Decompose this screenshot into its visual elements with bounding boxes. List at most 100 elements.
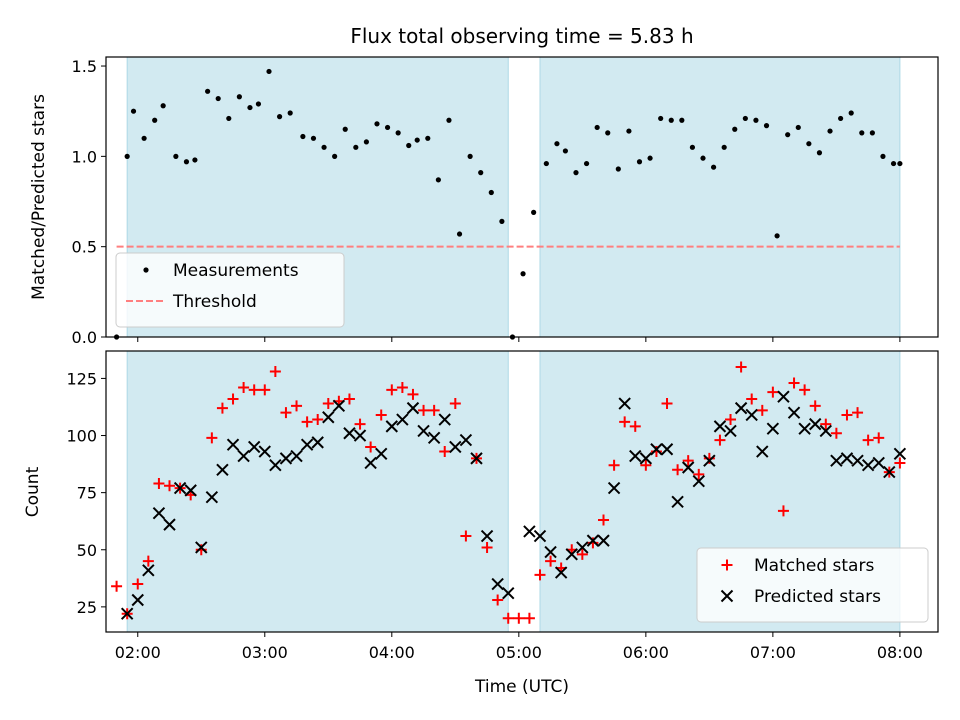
x-axis-label: Time (UTC) <box>474 677 569 697</box>
x-tick-label: 03:00 <box>242 643 288 662</box>
measurement-point <box>594 124 600 131</box>
predicted-star-point <box>216 463 229 477</box>
measurement-point <box>636 159 643 165</box>
measurement-point <box>226 115 232 122</box>
matched-star-point <box>396 382 408 394</box>
predicted-star-point <box>713 420 727 433</box>
predicted-star-point <box>777 390 790 403</box>
predicted-star-point <box>279 452 293 465</box>
legend-marker <box>720 589 734 603</box>
matched-star-point <box>343 393 355 405</box>
measurement-point <box>859 130 865 136</box>
predicted-star-point <box>226 438 240 451</box>
measurement-point <box>679 117 685 123</box>
predicted-star-point <box>692 475 705 488</box>
legend-item: Matched stars <box>721 556 874 576</box>
predicted-star-point <box>554 566 568 579</box>
predicted-star-point <box>184 484 197 497</box>
x-tick-label: 04:00 <box>369 643 415 662</box>
measurement-point <box>838 115 844 122</box>
measurement-point <box>384 124 391 131</box>
measurement-point <box>183 159 190 165</box>
predicted-star-point <box>480 529 494 543</box>
legend-marker <box>721 559 733 571</box>
measurement-point <box>531 209 537 215</box>
matched-star-point <box>142 555 154 567</box>
measurement-point <box>152 117 158 123</box>
measurement-point <box>192 157 198 163</box>
predicted-star-point <box>131 593 144 607</box>
matched-star-point <box>767 386 779 398</box>
legend-box <box>115 252 345 328</box>
predicted-star-point <box>861 459 875 472</box>
matched-star-point <box>365 441 377 453</box>
matched-star-point <box>619 416 631 428</box>
predicted-star-point <box>353 429 367 442</box>
predicted-star-point <box>798 422 811 435</box>
matched-star-point <box>894 457 906 469</box>
predicted-star-point <box>607 481 621 495</box>
measurement-point <box>562 148 568 154</box>
matched-star-point <box>788 377 800 389</box>
measurement-point <box>848 110 854 116</box>
predicted-star-point <box>311 436 324 449</box>
measurement-point <box>626 128 632 134</box>
legend-box <box>696 547 929 623</box>
predicted-star-point <box>597 534 610 547</box>
measurement-point <box>816 150 823 156</box>
observing-interval-shade <box>539 56 901 338</box>
predicted-star-point <box>565 548 578 561</box>
predicted-star-point <box>629 449 642 463</box>
y-tick-label: 125 <box>66 369 97 388</box>
top-y-axis-label: Matched/Predicted stars <box>29 94 49 300</box>
predicted-star-point <box>417 424 430 438</box>
measurement-point <box>435 177 441 183</box>
x-tick-label: 05:00 <box>496 643 542 662</box>
measurement-point <box>721 144 727 150</box>
predicted-star-point <box>893 447 907 461</box>
matched-star-point <box>354 418 366 430</box>
measurement-point <box>732 126 738 132</box>
predicted-star-point <box>660 443 674 456</box>
predicted-star-point <box>523 525 536 538</box>
matched-star-point <box>661 398 673 410</box>
legend: Measurements Threshold <box>115 252 345 328</box>
predicted-star-point <box>851 454 864 467</box>
measurement-point <box>742 115 748 122</box>
measurement-point <box>321 144 327 150</box>
predicted-star-point <box>120 607 134 620</box>
matched-star-point <box>111 580 123 592</box>
matched-star-point <box>672 464 684 476</box>
measurement-point <box>658 115 664 122</box>
measurement-point <box>753 117 759 123</box>
predicted-star-point <box>650 443 663 456</box>
measurement-point <box>890 160 897 167</box>
matched-star-point <box>534 569 546 581</box>
chart-title: Flux total observing time = 5.83 h <box>350 24 693 48</box>
y-tick-label: 0.0 <box>72 328 97 347</box>
predicted-star-point <box>375 447 388 461</box>
measurement-point <box>499 218 505 224</box>
matched-star-point <box>460 530 472 542</box>
predicted-star-point <box>544 545 557 559</box>
predicted-star-point <box>205 491 219 504</box>
legend-label: Measurements <box>173 261 299 281</box>
measurement-point <box>255 101 262 107</box>
predicted-star-point <box>872 456 885 470</box>
legend: Matched stars Predicted stars <box>696 547 929 623</box>
predicted-star-point <box>809 417 822 431</box>
y-tick-label: 1.0 <box>72 147 97 166</box>
predicted-star-point <box>300 438 314 451</box>
measurement-point <box>215 95 221 102</box>
measurement-point <box>300 133 306 140</box>
matched-star-point <box>259 384 271 396</box>
predicted-star-point <box>385 420 399 433</box>
measurement-point <box>141 135 147 141</box>
measurement-point <box>406 142 412 149</box>
predicted-star-point <box>671 495 684 508</box>
measurement-point <box>332 153 338 159</box>
predicted-star-point <box>639 452 653 465</box>
matched-star-point <box>375 409 387 421</box>
matched-star-point <box>439 446 451 458</box>
predicted-star-point <box>269 459 282 472</box>
